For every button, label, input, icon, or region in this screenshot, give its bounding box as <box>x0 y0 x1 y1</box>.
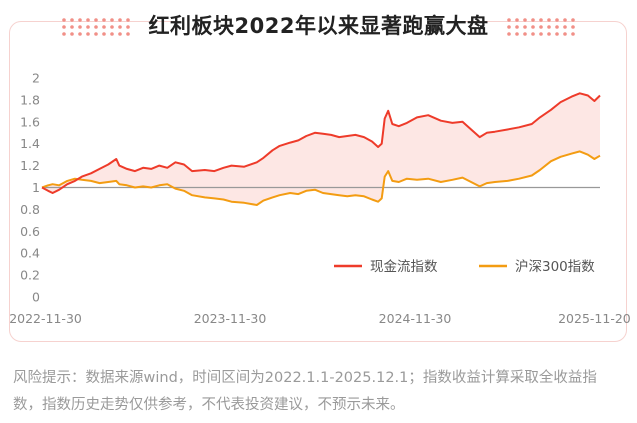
decor-dot <box>555 18 559 22</box>
decor-dot <box>555 32 559 36</box>
decor-dot <box>539 25 543 29</box>
decor-dot <box>78 25 82 29</box>
y-tick-label-9: 1.8 <box>20 92 40 107</box>
decor-dot <box>86 25 90 29</box>
risk-footnote: 风险提示：数据来源wind，时间区间为2022.1.1-2025.12.1；指数… <box>13 370 597 413</box>
decor-dot <box>531 18 535 22</box>
legend-label-1: 沪深300指数 <box>515 259 595 275</box>
decor-dot <box>70 18 74 22</box>
decor-dot <box>539 18 543 22</box>
x-tick-label-3: 2025-11-20 <box>558 311 631 326</box>
decor-dot <box>571 25 575 29</box>
decor-dot <box>571 32 575 36</box>
decor-dot <box>118 18 122 22</box>
decor-dot <box>62 18 66 22</box>
decor-dot <box>515 18 519 22</box>
chart-title: 红利板块2022年以来显著跑赢大盘 <box>148 14 489 38</box>
outperformance-area <box>42 93 600 205</box>
series-layer <box>41 92 601 206</box>
decor-dot <box>110 32 114 36</box>
decor-dot <box>110 25 114 29</box>
x-tick-label-1: 2023-11-30 <box>194 311 267 326</box>
chart-plot: 00.20.40.60.811.21.41.61.82 2022-11-30 20… <box>9 71 631 327</box>
decor-dot <box>126 25 130 29</box>
x-axis: 2022-11-30 2023-11-30 2024-11-30 2025-11-20 <box>9 311 631 326</box>
decor-dot <box>62 25 66 29</box>
x-tick-label-0: 2022-11-30 <box>9 311 82 326</box>
decor-dot <box>102 18 106 22</box>
decor-dots-left <box>62 18 130 36</box>
area-layer <box>42 93 600 205</box>
title-bar: 红利板块2022年以来显著跑赢大盘 <box>60 6 577 44</box>
title-background <box>178 10 459 40</box>
decor-dot <box>523 18 527 22</box>
decor-dot <box>62 32 66 36</box>
y-tick-label-0: 0 <box>32 290 40 305</box>
decor-dot <box>110 18 114 22</box>
decor-dot <box>118 25 122 29</box>
decor-dot <box>78 32 82 36</box>
decor-dot <box>86 18 90 22</box>
decor-dot <box>102 25 106 29</box>
decor-dot <box>507 25 511 29</box>
legend: 现金流指数 沪深300指数 <box>334 259 595 275</box>
x-tick-label-2: 2024-11-30 <box>379 311 452 326</box>
y-axis: 0 0.2 0.4 0.6 0.8 1 1.2 1.4 1.6 1.8 2 <box>20 71 40 305</box>
decor-dot <box>94 18 98 22</box>
decor-dot <box>507 18 511 22</box>
decor-dot <box>539 32 543 36</box>
decor-dot <box>94 25 98 29</box>
y-tick-label-8: 1.6 <box>20 114 40 129</box>
decor-dot <box>547 32 551 36</box>
decor-dot <box>547 18 551 22</box>
decor-dots-right <box>507 18 575 36</box>
y-tick-label-10: 2 <box>32 71 40 86</box>
series-line-hs300 <box>41 150 601 206</box>
decor-dot <box>118 32 122 36</box>
legend-label-0: 现金流指数 <box>370 259 438 275</box>
decor-dot <box>563 32 567 36</box>
decor-dot <box>70 25 74 29</box>
decor-dot <box>126 18 130 22</box>
decor-dot <box>70 32 74 36</box>
decor-dot <box>126 32 130 36</box>
decor-dot <box>86 32 90 36</box>
decor-dot <box>507 32 511 36</box>
y-tick-label-1: 0.2 <box>20 268 40 283</box>
decor-dot <box>571 18 575 22</box>
y-tick-label-5: 1 <box>32 180 40 195</box>
y-tick-label-3: 0.6 <box>20 224 40 239</box>
decor-dot <box>563 25 567 29</box>
decor-dot <box>531 25 535 29</box>
decor-dot <box>515 32 519 36</box>
decor-dot <box>523 32 527 36</box>
y-tick-label-6: 1.2 <box>20 158 40 173</box>
decor-dot <box>523 25 527 29</box>
decor-dot <box>94 32 98 36</box>
decor-dot <box>531 32 535 36</box>
decor-dot <box>555 25 559 29</box>
y-tick-label-2: 0.4 <box>20 246 40 261</box>
y-tick-label-4: 0.8 <box>20 202 40 217</box>
decor-dot <box>515 25 519 29</box>
y-tick-label-7: 1.4 <box>20 136 40 151</box>
decor-dot <box>102 32 106 36</box>
decor-dot <box>547 25 551 29</box>
decor-dot <box>563 18 567 22</box>
decor-dot <box>78 18 82 22</box>
series-line-cashflow <box>41 92 601 194</box>
